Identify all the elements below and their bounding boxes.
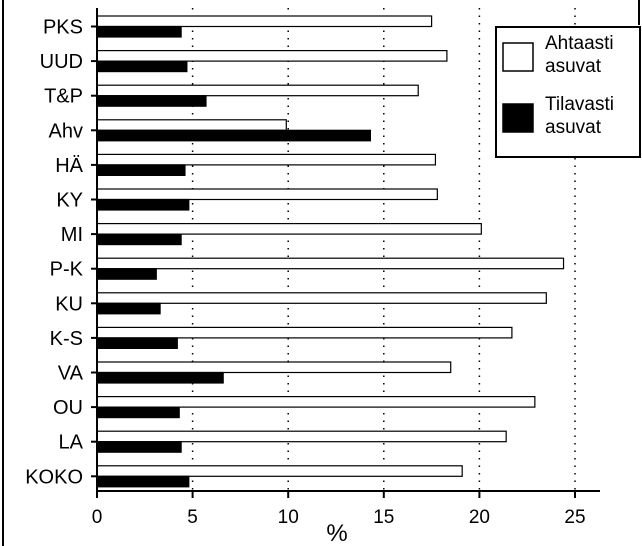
bar-ahtaasti <box>96 326 513 339</box>
x-axis: 0 5 10 15 20 25 <box>92 491 586 528</box>
category-label: PKS <box>43 17 83 39</box>
category-label: UUD <box>40 51 83 73</box>
bar-ahtaasti <box>96 49 448 62</box>
bar-ahtaasti <box>96 430 507 443</box>
x-axis-title: % <box>326 520 347 546</box>
x-tick-label: 10 <box>278 507 299 528</box>
category-label: KOKO <box>25 466 83 488</box>
bar-ahtaasti <box>96 396 536 408</box>
category-labels: PKS UUD T&P Ahv HÄ KY MI P-K KU K-S VA OU LA KOKO <box>25 17 97 488</box>
bar-ahtaasti <box>96 84 419 97</box>
bar-ahtaasti <box>96 188 438 201</box>
bar-tilavasti <box>96 337 178 349</box>
legend-swatch <box>502 103 534 133</box>
bar-tilavasti <box>96 302 161 315</box>
bar-ahtaasti <box>96 465 463 477</box>
bar-tilavasti <box>96 475 190 488</box>
bar-tilavasti <box>96 25 182 38</box>
category-label: LA <box>59 432 84 454</box>
x-tick-label: 5 <box>187 507 198 528</box>
category-label: P-K <box>50 259 84 281</box>
bar-tilavasti <box>96 198 190 211</box>
legend-label: Ahtaasti <box>545 33 614 54</box>
legend-label: Tilavasti <box>545 94 614 115</box>
category-label: Ahv <box>49 120 83 142</box>
x-tick-label: 20 <box>469 507 490 528</box>
category-label: HÄ <box>55 155 83 177</box>
category-label: T&P <box>44 86 83 108</box>
bar-ahtaasti <box>96 292 547 304</box>
bar-ahtaasti <box>96 223 482 235</box>
legend-label: asuvat <box>545 56 602 77</box>
category-label: KY <box>56 190 83 212</box>
bar-tilavasti <box>96 95 207 107</box>
bars <box>96 15 565 488</box>
bar-tilavasti <box>96 233 182 246</box>
bar-ahtaasti <box>96 15 433 28</box>
bar-tilavasti <box>96 60 188 73</box>
x-tick-label: 25 <box>564 507 585 528</box>
bar-ahtaasti <box>96 361 452 374</box>
category-label: VA <box>58 363 84 385</box>
bar-ahtaasti <box>96 257 565 270</box>
x-tick-label: 15 <box>373 507 394 528</box>
grid-lines <box>191 8 576 491</box>
bar-tilavasti <box>96 441 182 453</box>
category-label: MI <box>61 224 83 246</box>
legend-label: asuvat <box>545 117 602 138</box>
category-label: K-S <box>50 328 83 350</box>
category-label: KU <box>55 293 83 315</box>
bar-ahtaasti <box>96 119 287 131</box>
x-tick-label: 0 <box>92 507 103 528</box>
bar-tilavasti <box>96 406 180 419</box>
legend-swatch <box>502 42 534 72</box>
category-label: OU <box>53 397 83 419</box>
bar-tilavasti <box>96 268 157 280</box>
bar-tilavasti <box>96 371 224 384</box>
bar-ahtaasti <box>96 153 437 166</box>
bar-tilavasti <box>96 129 372 142</box>
bar-tilavasti <box>96 164 186 176</box>
